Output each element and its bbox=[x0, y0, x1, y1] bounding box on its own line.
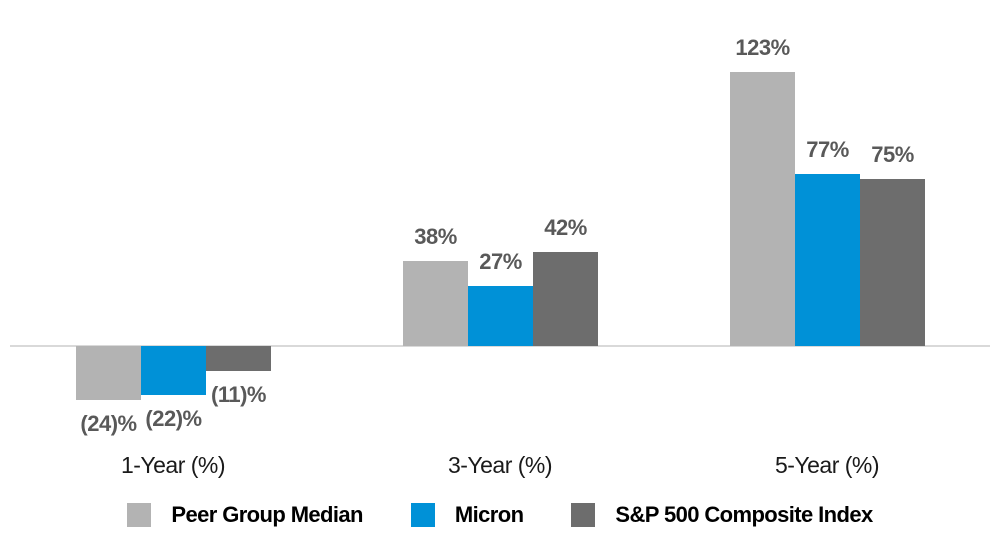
bar bbox=[141, 346, 206, 395]
x-axis-line bbox=[10, 345, 990, 347]
category-label: 1-Year (%) bbox=[120, 452, 226, 478]
legend-label: Peer Group Median bbox=[171, 502, 363, 527]
chart-legend: Peer Group Median Micron S&P 500 Composite… bbox=[0, 502, 1000, 528]
legend-label: Micron bbox=[454, 502, 524, 527]
bar bbox=[206, 346, 271, 371]
value-label: (22)% bbox=[145, 406, 202, 431]
legend-item: Micron bbox=[410, 502, 524, 528]
legend-swatch bbox=[410, 503, 435, 527]
value-label: 123% bbox=[735, 35, 790, 60]
legend-item: Peer Group Median bbox=[127, 502, 363, 528]
bar bbox=[795, 174, 860, 346]
value-label: (11)% bbox=[211, 382, 266, 407]
legend-swatch bbox=[571, 503, 596, 527]
category-label: 3-Year (%) bbox=[447, 452, 553, 478]
value-label: 42% bbox=[544, 215, 587, 240]
legend-swatch bbox=[127, 503, 152, 527]
value-label: (24)% bbox=[80, 411, 137, 436]
category-label: 5-Year (%) bbox=[774, 452, 880, 478]
value-label: 75% bbox=[871, 142, 914, 167]
legend-label: S&P 500 Composite Index bbox=[615, 502, 873, 527]
value-label: 27% bbox=[479, 249, 522, 274]
bar bbox=[76, 346, 141, 400]
bar bbox=[860, 179, 925, 346]
bar bbox=[403, 261, 468, 346]
bar bbox=[468, 286, 533, 346]
value-label: 77% bbox=[806, 137, 849, 162]
bar bbox=[730, 72, 795, 346]
legend-item: S&P 500 Composite Index bbox=[571, 502, 873, 528]
bar bbox=[533, 252, 598, 346]
value-label: 38% bbox=[414, 224, 457, 249]
